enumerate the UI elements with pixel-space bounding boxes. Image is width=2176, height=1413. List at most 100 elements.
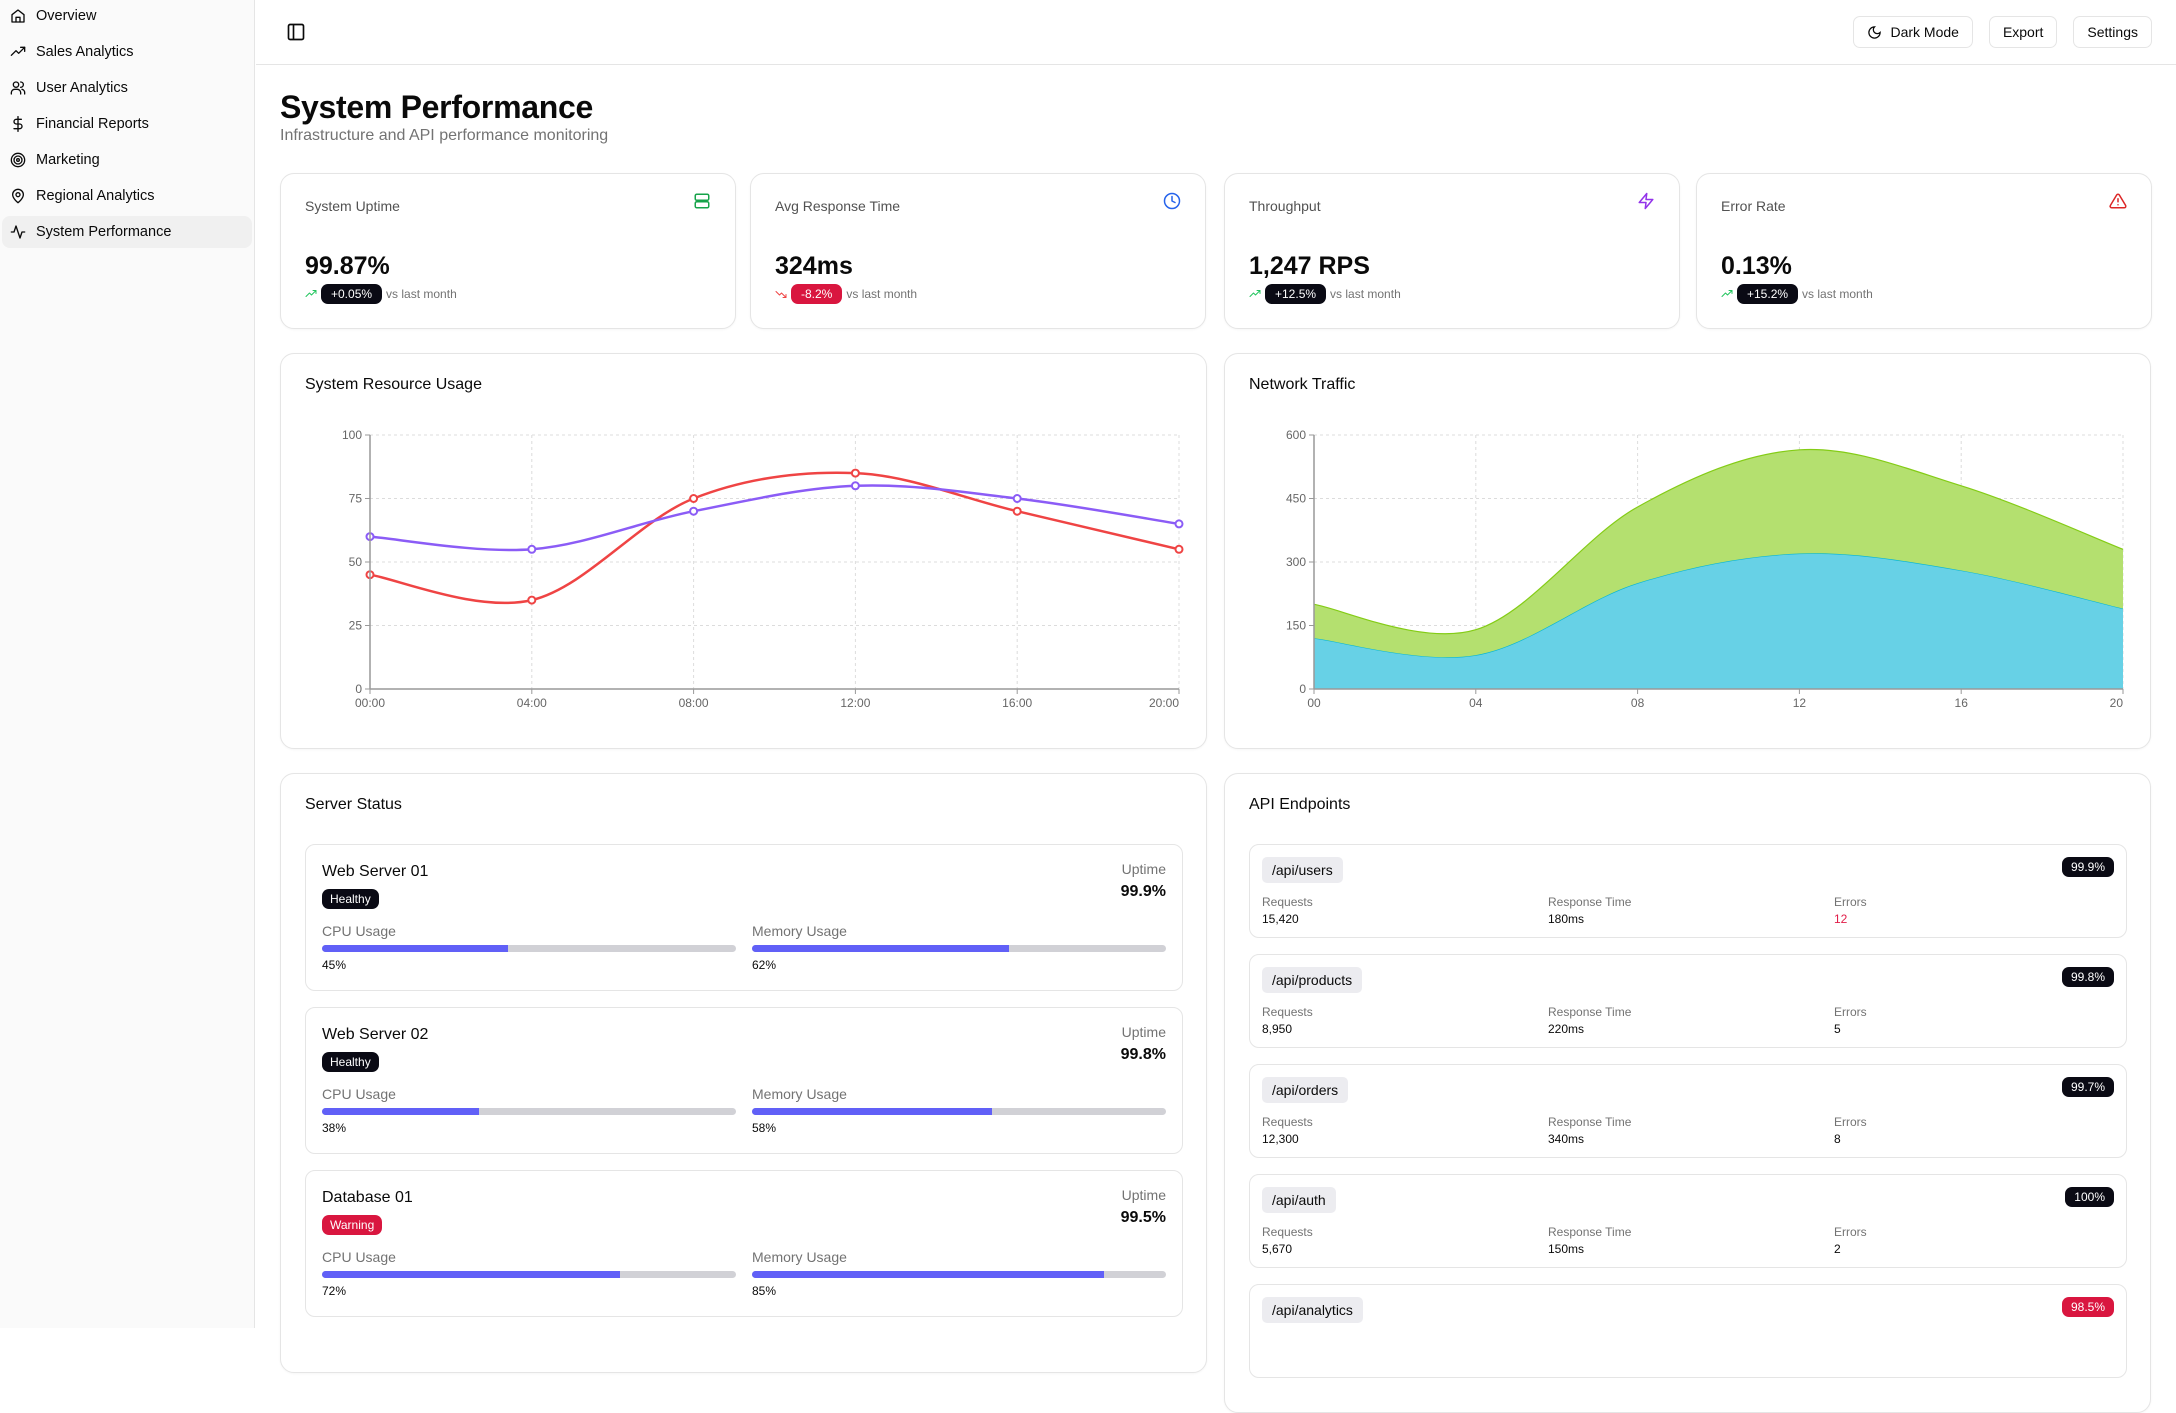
kpi-label: Error Rate bbox=[1721, 198, 1786, 214]
kpi-card: Error Rate 0.13% +15.2% vs last month bbox=[1696, 173, 2152, 329]
mem-progress-fill bbox=[752, 945, 1009, 952]
endpoint-response: Response Time 150ms bbox=[1548, 1225, 1631, 1256]
x-tick-label: 00:00 bbox=[355, 696, 385, 710]
kpi-card: Throughput 1,247 RPS +12.5% vs last month bbox=[1224, 173, 1680, 329]
x-tick-label: 12:00 bbox=[840, 696, 870, 710]
kpi-label: System Uptime bbox=[305, 198, 400, 214]
change-badge: +12.5% bbox=[1265, 284, 1327, 304]
requests-label: Requests bbox=[1262, 1225, 1313, 1239]
endpoint-uptime-badge: 99.8% bbox=[2061, 967, 2114, 987]
cpu-usage-value: 72% bbox=[322, 1284, 347, 1298]
requests-value: 5,670 bbox=[1262, 1242, 1293, 1256]
x-tick-label: 00 bbox=[1307, 696, 1321, 710]
server-name: Web Server 02 bbox=[322, 1026, 429, 1043]
moon-icon bbox=[1868, 25, 1882, 39]
cpu-usage: CPU Usage 38% bbox=[322, 1086, 736, 1135]
data-point bbox=[1174, 519, 1184, 529]
area-series-1 bbox=[1314, 449, 2123, 658]
dollar-icon bbox=[13, 116, 23, 132]
errors-value: 5 bbox=[1834, 1022, 1841, 1036]
mem-usage-label: Memory Usage bbox=[752, 1249, 847, 1265]
chart-card-network-traffic: Network Traffic 0 150 300 450 600 00 04 08 12 16 20 bbox=[1224, 353, 2151, 749]
endpoint-item[interactable]: /api/products 99.8% Requests 8,950 Response … bbox=[1249, 954, 2127, 1048]
errors-label: Errors bbox=[1834, 1225, 1867, 1239]
trend-suffix: vs last month bbox=[386, 287, 457, 301]
uptime-value: 99.5% bbox=[1120, 1209, 1166, 1226]
area-series-0 bbox=[1314, 553, 2123, 689]
endpoint-requests: Requests 5,670 bbox=[1262, 1225, 1313, 1256]
mem-usage: Memory Usage 62% bbox=[752, 923, 1166, 972]
cpu-progress-bar bbox=[322, 945, 736, 952]
change-badge: -8.2% bbox=[791, 284, 843, 304]
mem-progress-bar bbox=[752, 1271, 1166, 1278]
sidebar-toggle-icon[interactable] bbox=[286, 22, 306, 42]
y-tick-label: 100 bbox=[342, 428, 362, 442]
y-tick-label: 25 bbox=[349, 619, 363, 633]
response-label: Response Time bbox=[1548, 1225, 1632, 1239]
endpoint-item[interactable]: /api/analytics 98.5% bbox=[1249, 1284, 2127, 1378]
sidebar-item-financial-reports[interactable]: Financial Reports bbox=[2, 108, 252, 140]
x-tick-label: 20:00 bbox=[1149, 696, 1179, 710]
x-tick-label: 20 bbox=[2110, 696, 2124, 710]
mem-usage-value: 58% bbox=[752, 1121, 777, 1135]
endpoint-requests: Requests 15,420 bbox=[1262, 895, 1313, 926]
sidebar-item-sales-analytics[interactable]: Sales Analytics bbox=[2, 36, 252, 68]
page-subtitle: Infrastructure and API performance monit… bbox=[280, 127, 609, 144]
home-icon bbox=[11, 9, 25, 23]
sidebar-item-regional-analytics[interactable]: Regional Analytics bbox=[2, 180, 252, 212]
change-badge: +15.2% bbox=[1737, 284, 1799, 304]
mem-usage-label: Memory Usage bbox=[752, 1086, 847, 1102]
mem-progress-bar bbox=[752, 1108, 1166, 1115]
server-status-title: Server Status bbox=[305, 796, 402, 813]
mem-usage-value: 85% bbox=[752, 1284, 777, 1298]
endpoint-item[interactable]: /api/users 99.9% Requests 15,420 Response Ti… bbox=[1249, 844, 2127, 938]
kpi-icon-wrap bbox=[1637, 192, 1657, 212]
change-badge: +0.05% bbox=[321, 284, 383, 304]
x-tick-label: 04:00 bbox=[517, 696, 547, 710]
settings-button[interactable]: Settings bbox=[2073, 16, 2152, 48]
sidebar-item-label: System Performance bbox=[36, 224, 172, 240]
sidebar-item-marketing[interactable]: Marketing bbox=[2, 144, 252, 176]
cpu-progress-fill bbox=[322, 945, 509, 952]
response-label: Response Time bbox=[1548, 1005, 1632, 1019]
cpu-usage-value: 45% bbox=[322, 958, 347, 972]
endpoint-uptime-badge: 99.9% bbox=[2061, 857, 2114, 877]
errors-value: 2 bbox=[1834, 1242, 1841, 1256]
sidebar-item-user-analytics[interactable]: User Analytics bbox=[2, 72, 252, 104]
endpoint-item[interactable]: /api/auth 100% Requests 5,670 Response Time 1… bbox=[1249, 1174, 2127, 1268]
api-endpoints-card: API Endpoints/api/users 99.9% Requests 15,4… bbox=[1224, 773, 2151, 1413]
sidebar-item-system-performance[interactable]: System Performance bbox=[2, 216, 252, 248]
trending-down-icon bbox=[775, 291, 787, 298]
data-point bbox=[850, 481, 860, 491]
data-point bbox=[527, 544, 537, 554]
page-title: System Performance bbox=[280, 89, 593, 125]
endpoint-uptime-badge: 98.5% bbox=[2061, 1297, 2114, 1317]
status-badge: Healthy bbox=[322, 1052, 379, 1072]
errors-label: Errors bbox=[1834, 895, 1867, 909]
uptime-value: 99.8% bbox=[1120, 1046, 1166, 1063]
target-icon bbox=[10, 152, 26, 168]
data-point bbox=[1012, 506, 1022, 516]
y-tick-label: 75 bbox=[349, 492, 363, 506]
trend-suffix: vs last month bbox=[1802, 287, 1873, 301]
export-button[interactable]: Export bbox=[1988, 16, 2058, 48]
mem-usage-value: 62% bbox=[752, 958, 777, 972]
kpi-value: 0.13% bbox=[1721, 252, 1792, 280]
zap-icon bbox=[1638, 192, 1654, 210]
endpoint-errors: Errors 5 bbox=[1834, 1005, 1867, 1036]
mem-progress-fill bbox=[752, 1108, 993, 1115]
dark-mode-button[interactable]: Dark Mode bbox=[1853, 16, 1973, 48]
clock-icon bbox=[1163, 192, 1181, 210]
server-status-card: Server Status Web Server 01 Healthy Uptime 9… bbox=[280, 773, 1207, 1373]
sidebar-item-overview[interactable]: Overview bbox=[2, 0, 252, 32]
server-icon bbox=[694, 193, 710, 209]
endpoint-errors: Errors 12 bbox=[1834, 895, 1867, 926]
cpu-progress-bar bbox=[322, 1271, 736, 1278]
kpi-card: Avg Response Time 324ms -8.2% vs last month bbox=[750, 173, 1206, 329]
chart-svg: 0 150 300 450 600 00 04 08 12 16 20 bbox=[1286, 428, 2124, 710]
endpoint-path: /api/analytics bbox=[1262, 1297, 1363, 1323]
endpoint-item[interactable]: /api/orders 99.7% Requests 12,300 Response T… bbox=[1249, 1064, 2127, 1158]
y-tick-label: 50 bbox=[349, 555, 363, 569]
requests-value: 15,420 bbox=[1262, 912, 1299, 926]
sidebar-item-label: Regional Analytics bbox=[36, 188, 155, 204]
